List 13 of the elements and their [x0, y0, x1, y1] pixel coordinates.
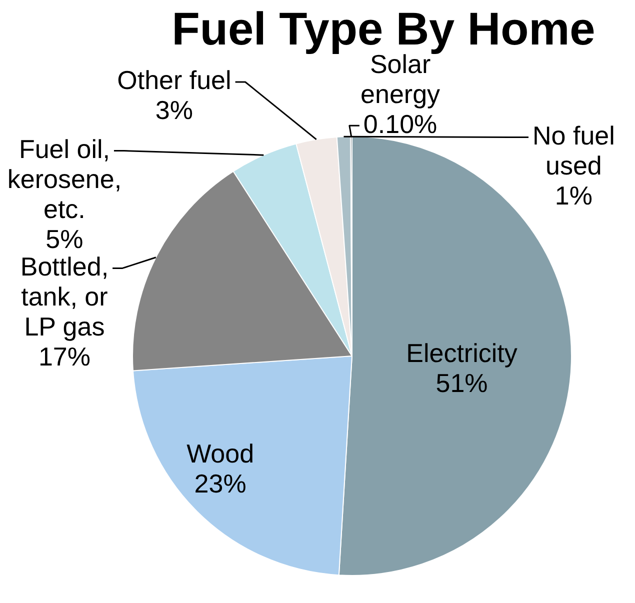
data-label: 23% [194, 468, 246, 498]
data-label: 1% [554, 180, 592, 210]
slice-label: No fuel used [532, 120, 615, 180]
slice-label: Fuel oil, kerosene, etc. [7, 134, 122, 224]
data-label: 3% [155, 95, 193, 126]
slice-label: Other fuel [117, 65, 232, 96]
data-label: 17% [38, 341, 90, 372]
data-label: 5% [46, 224, 84, 254]
slice-label: Wood [186, 438, 254, 468]
data-label: 51% [436, 368, 488, 398]
slice-label: Bottled, tank, or LP gas [20, 251, 109, 342]
slice-label: Electricity [406, 338, 518, 368]
data-label: 0.10% [363, 108, 438, 139]
